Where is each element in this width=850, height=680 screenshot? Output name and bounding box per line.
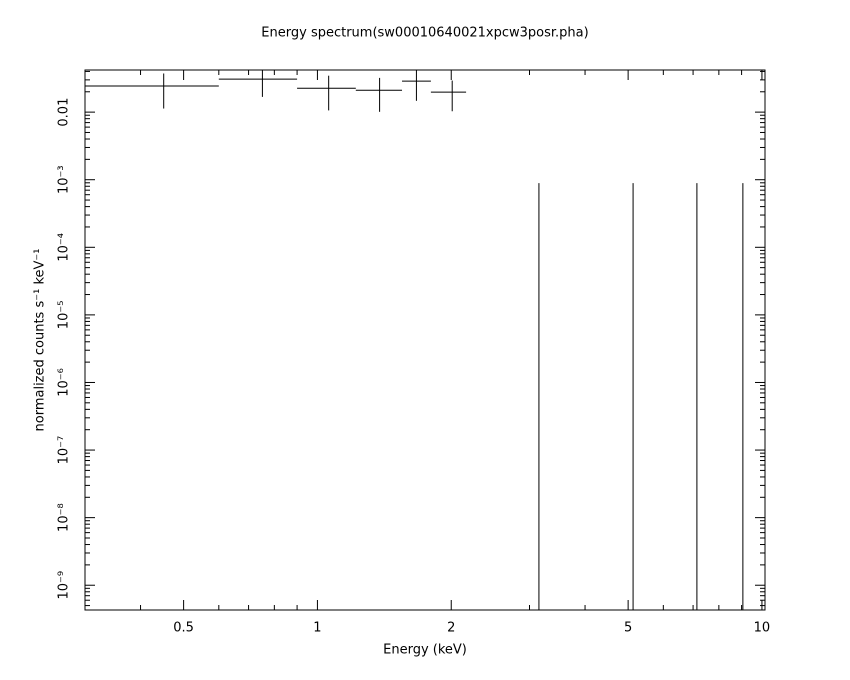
x-tick-label: 1 (313, 621, 321, 636)
y-tick-label: 10⁻⁴ (57, 233, 72, 262)
x-tick-label: 0.5 (173, 621, 194, 636)
y-tick-label: 10⁻⁹ (57, 571, 72, 600)
y-tick-label: 10⁻⁸ (57, 503, 72, 532)
x-tick-label: 5 (624, 621, 632, 636)
plot-frame (84, 69, 766, 611)
x-axis-title: Energy (keV) (383, 643, 467, 658)
chart-title: Energy spectrum(sw00010640021xpcw3posr.p… (261, 26, 588, 41)
y-axis-title: normalized counts s⁻¹ keV⁻¹ (33, 249, 48, 432)
y-tick-label: 10⁻⁵ (57, 301, 72, 330)
plot-area (85, 70, 744, 610)
y-tick-label: 10⁻³ (57, 165, 72, 194)
y-tick-label: 10⁻⁷ (57, 436, 72, 465)
x-tick-label: 2 (447, 621, 455, 636)
y-tick-label: 10⁻⁶ (57, 368, 72, 397)
x-tick-label: 10 (754, 621, 771, 636)
y-tick-label: 0.01 (57, 98, 72, 127)
